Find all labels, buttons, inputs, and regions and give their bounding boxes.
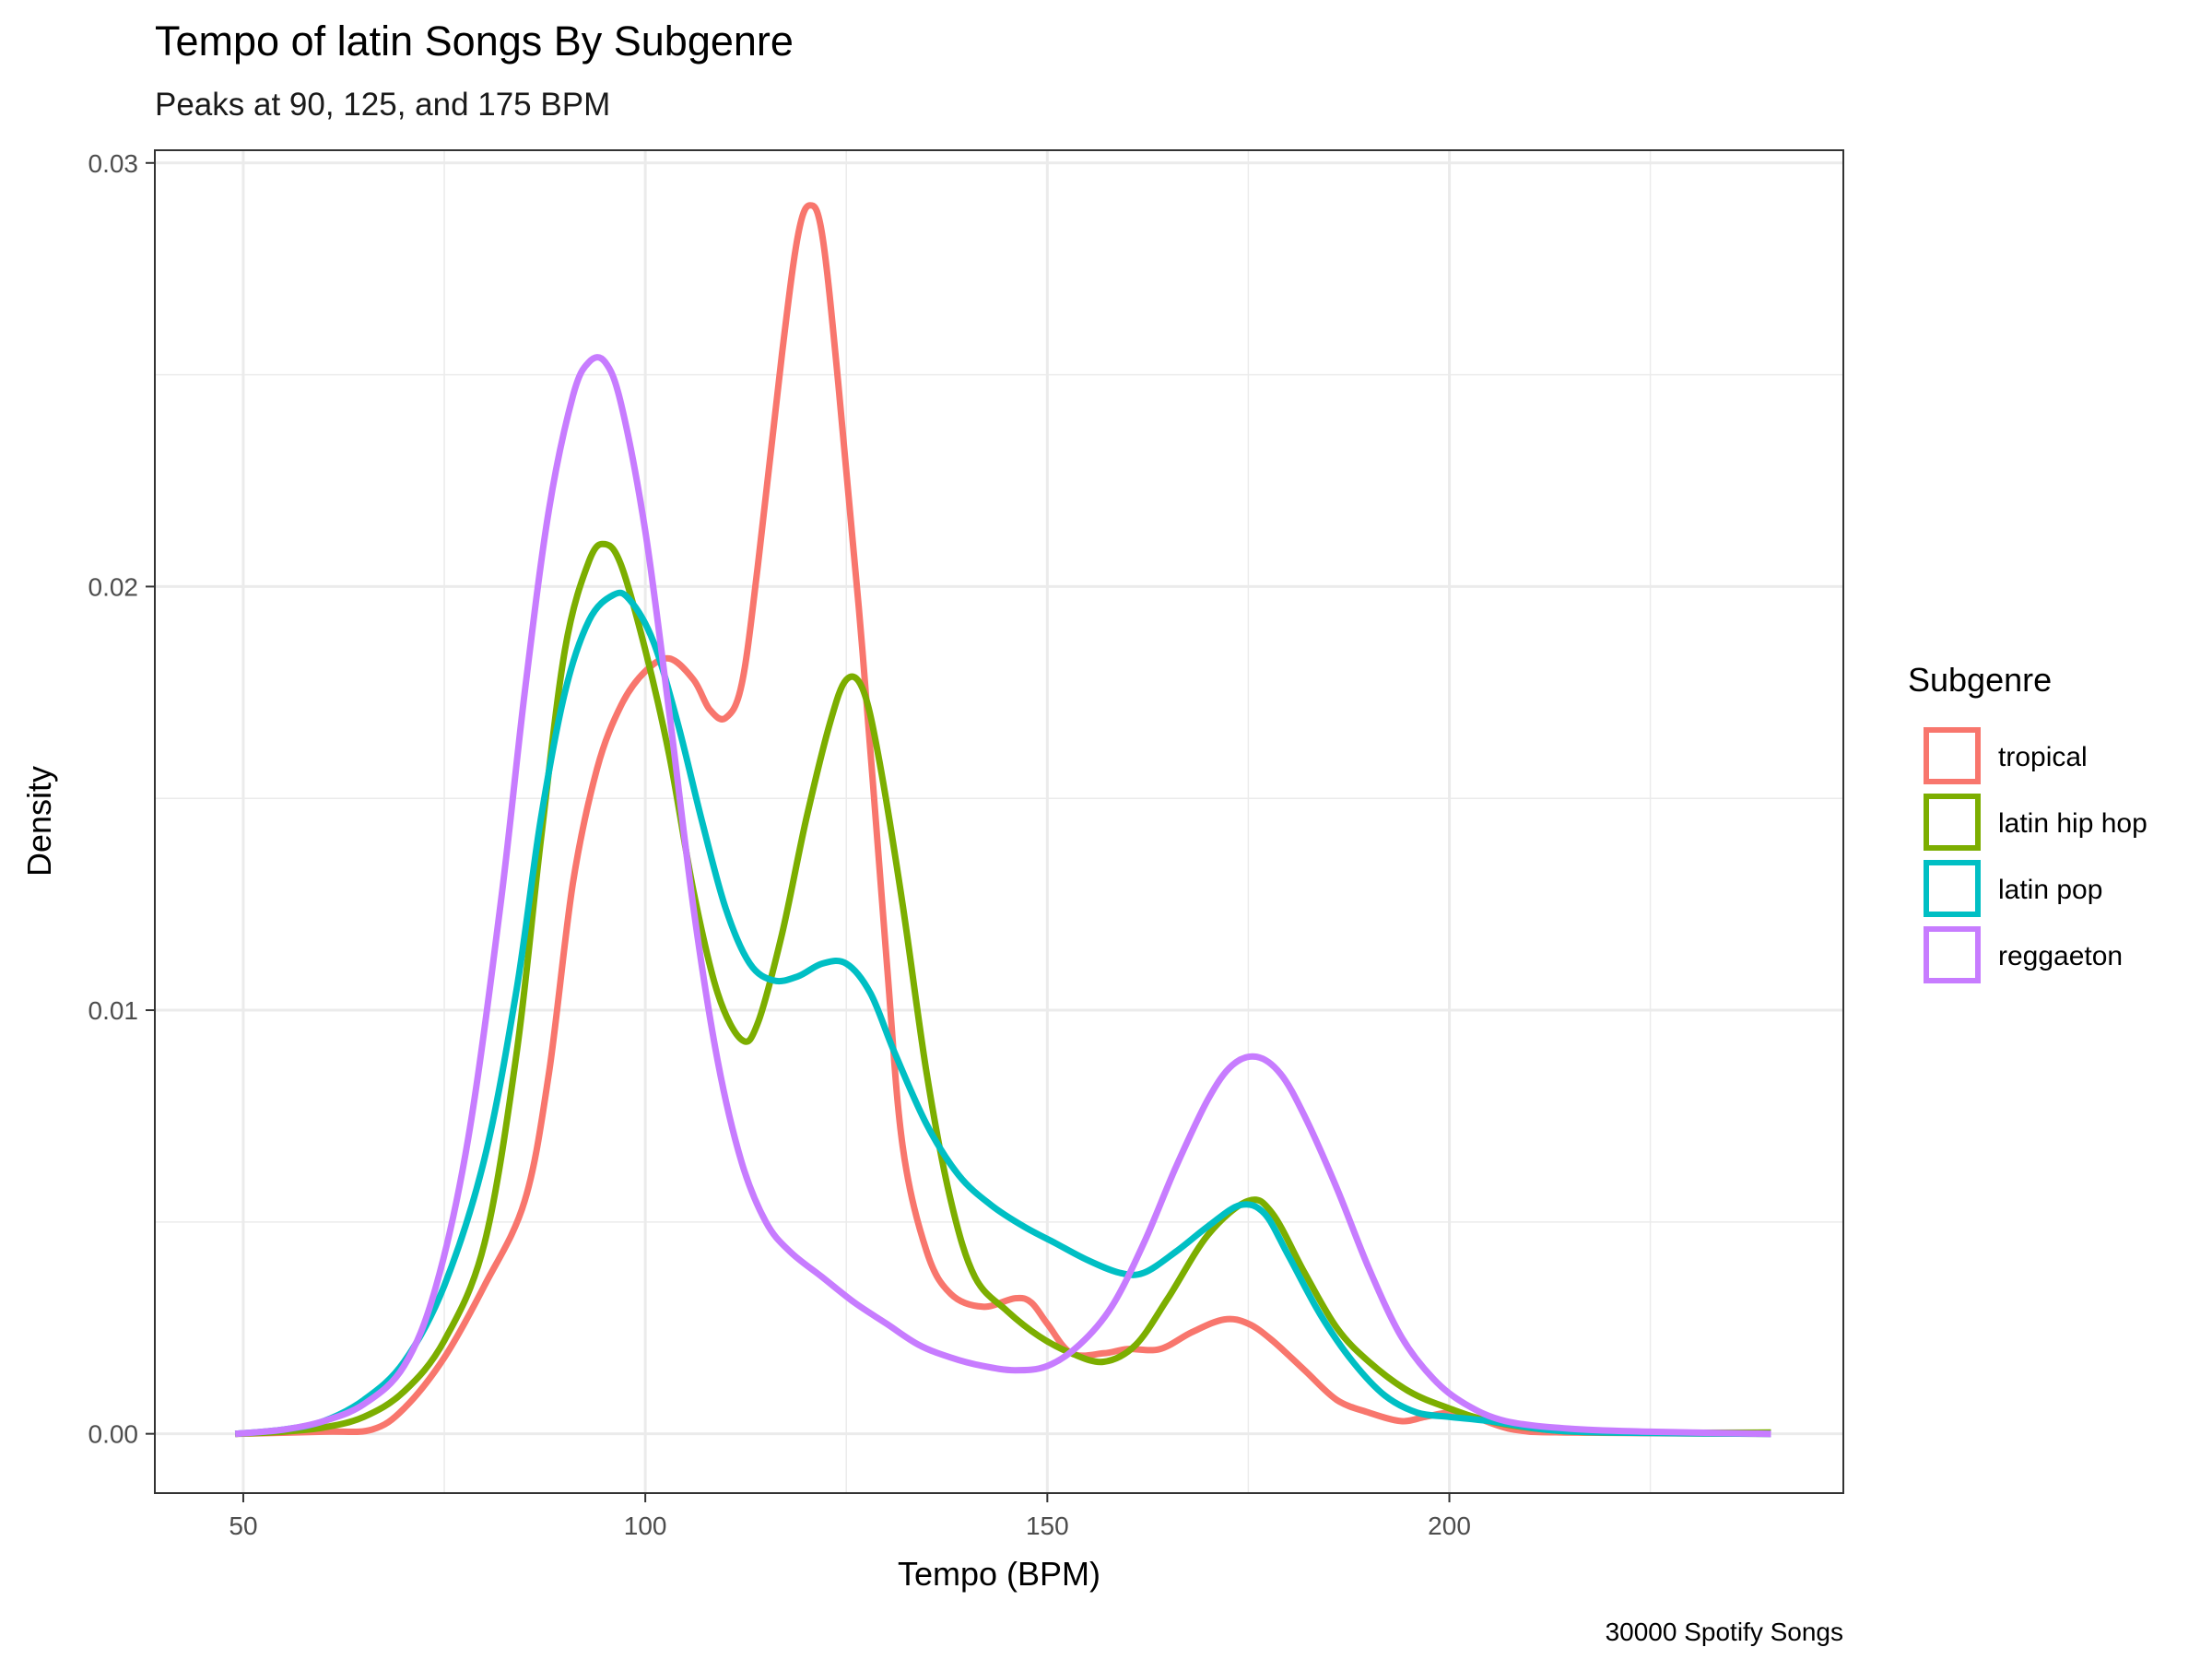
x-tick-label: 200 bbox=[1428, 1512, 1471, 1540]
chart-title: Tempo of latin Songs By Subgenre bbox=[155, 18, 794, 65]
x-tick-label: 100 bbox=[624, 1512, 667, 1540]
legend-label-reggaeton: reggaeton bbox=[1998, 941, 2123, 971]
y-tick-label: 0.02 bbox=[88, 572, 139, 601]
y-axis: 0.00 0.01 0.02 0.03 bbox=[88, 149, 155, 1449]
legend-key-latin-pop bbox=[1924, 860, 1981, 917]
chart-caption: 30000 Spotify Songs bbox=[1606, 1618, 1843, 1646]
series-line-latin-hip-hop bbox=[235, 540, 1771, 1438]
legend-label-latin-pop: latin pop bbox=[1998, 875, 2102, 905]
legend-label-tropical: tropical bbox=[1998, 742, 2088, 772]
legend-key-latin-hip-hop bbox=[1924, 794, 1981, 851]
plot-border bbox=[154, 149, 1844, 1494]
series-line-latin-pop bbox=[234, 589, 1771, 1438]
legend-label-latin-hip-hop: latin hip hop bbox=[1998, 808, 2147, 839]
x-tick-label: 150 bbox=[1026, 1512, 1069, 1540]
legend: tropical latin hip hop latin pop reggaeton bbox=[1924, 727, 2147, 983]
series-lines bbox=[234, 202, 1771, 1438]
legend-key-reggaeton bbox=[1924, 926, 1981, 983]
x-tick-label: 50 bbox=[229, 1512, 257, 1540]
x-axis: 50 100 150 200 bbox=[229, 1493, 1471, 1540]
legend-key-tropical bbox=[1924, 727, 1981, 784]
major-gridlines bbox=[155, 150, 1843, 1493]
plot-panel bbox=[155, 150, 1843, 1493]
y-axis-title: Density bbox=[20, 766, 58, 877]
y-tick-label: 0.00 bbox=[88, 1420, 139, 1449]
y-tick-label: 0.03 bbox=[88, 149, 139, 178]
chart-subtitle: Peaks at 90, 125, and 175 BPM bbox=[155, 87, 610, 123]
legend-title: Subgenre bbox=[1908, 661, 2052, 699]
minor-gridlines bbox=[155, 150, 1843, 1493]
series-line-tropical bbox=[235, 202, 1771, 1438]
y-tick-label: 0.01 bbox=[88, 996, 139, 1025]
x-axis-title: Tempo (BPM) bbox=[898, 1555, 1100, 1593]
series-line-reggaeton bbox=[234, 354, 1771, 1438]
